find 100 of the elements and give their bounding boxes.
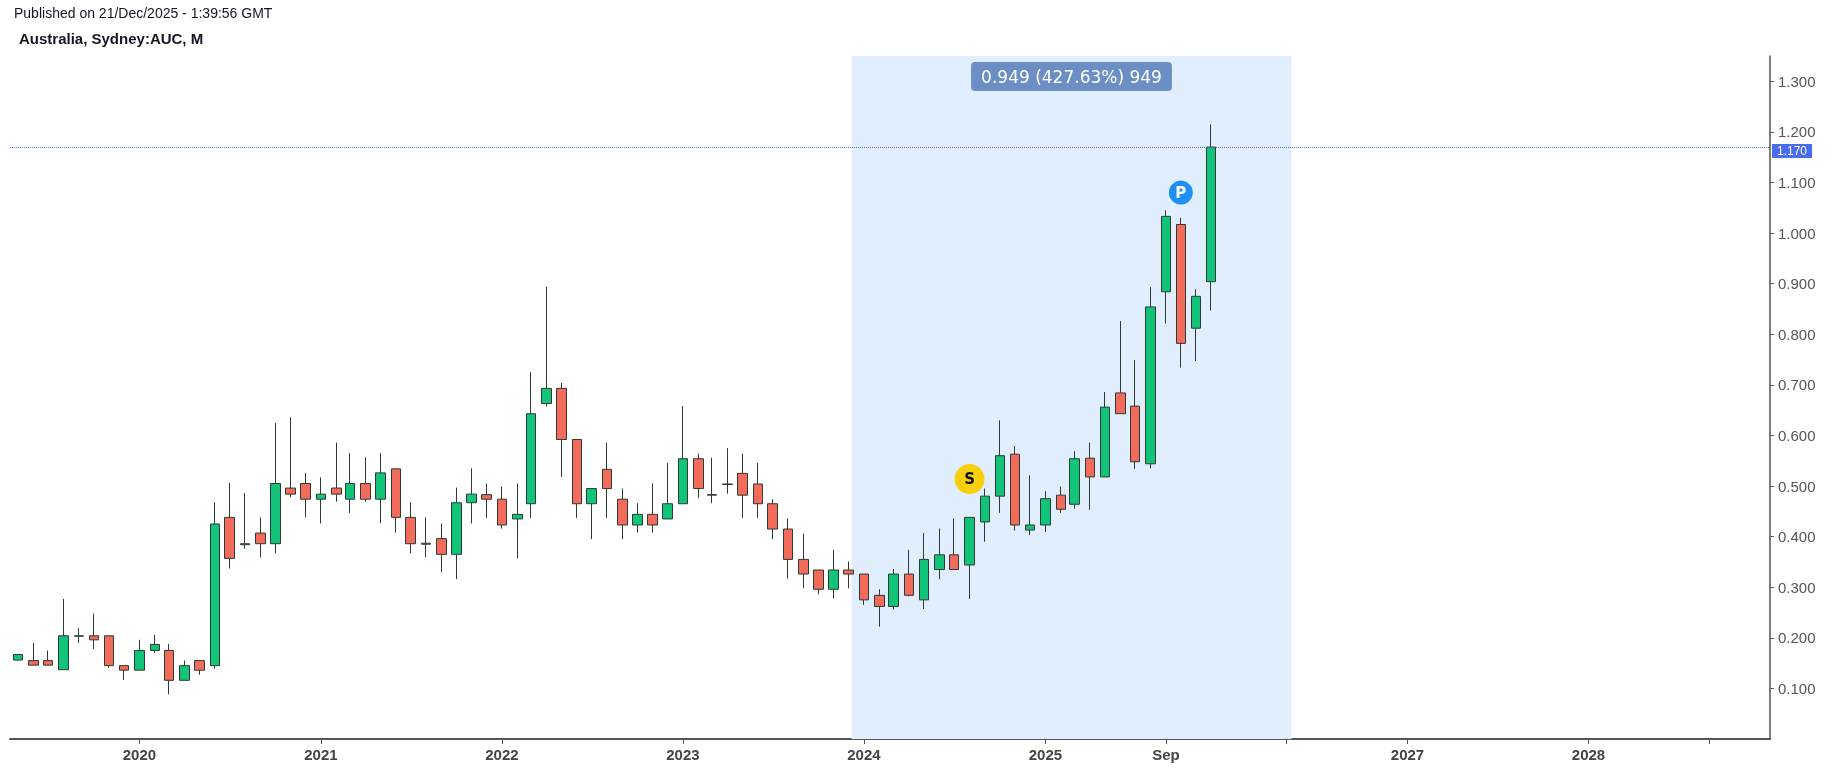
- candlestick: [497, 486, 507, 530]
- candlestick: [526, 371, 536, 519]
- candlestick: [1069, 450, 1080, 510]
- candlestick: [119, 665, 129, 681]
- candlestick: [360, 456, 371, 503]
- candlestick: [436, 522, 447, 573]
- candlestick: [1085, 442, 1095, 511]
- y-tick-label: 1.100: [1778, 173, 1816, 191]
- x-tick-label: 2028: [1571, 746, 1606, 763]
- candlestick: [405, 501, 416, 554]
- candlestick: [134, 639, 145, 671]
- candlestick: [586, 488, 597, 540]
- candlestick: [28, 642, 39, 666]
- candlestick: [980, 488, 990, 543]
- ref-line-label: 1.170: [1777, 144, 1808, 159]
- annotation: P: [1175, 183, 1187, 202]
- candlestick: [43, 649, 53, 666]
- y-tick-label: 0.200: [1778, 629, 1816, 647]
- candlestick: [678, 405, 688, 505]
- candlestick: [300, 472, 311, 518]
- candlestick: [270, 422, 281, 554]
- candlestick: [737, 453, 748, 519]
- candlestick: [331, 442, 342, 503]
- candlestick: [1100, 391, 1110, 478]
- candlestick: [572, 438, 582, 519]
- candlestick: [874, 588, 885, 628]
- candlestick: [556, 382, 567, 478]
- y-tick-label: 1.200: [1778, 123, 1816, 141]
- candlestick: [316, 476, 326, 524]
- y-tick-label: 1.300: [1778, 72, 1816, 90]
- candlestick: [164, 643, 174, 695]
- candlestick: [888, 568, 899, 610]
- candlestick: [767, 498, 778, 540]
- x-tick-label: 2024: [847, 746, 882, 763]
- candlestick: [240, 492, 250, 550]
- y-tick-label: 0.300: [1778, 578, 1816, 596]
- candlestick: [150, 634, 160, 654]
- chart-title: Australia, Sydney:AUC, M: [19, 30, 204, 47]
- candlestick: [285, 416, 296, 498]
- candlestick: [194, 660, 205, 676]
- candlestick: [662, 462, 673, 520]
- candlestick: [919, 532, 929, 610]
- candlestick: [798, 533, 809, 589]
- y-tick-label: 0.500: [1778, 477, 1816, 495]
- candlestick: [707, 457, 717, 504]
- candlestick: [421, 516, 431, 558]
- text: Published on 21/Dec/2025 - 1:39:56 GMT: [14, 5, 273, 21]
- annotation: S: [964, 469, 975, 488]
- candlestick: [58, 598, 69, 671]
- candlestick: [179, 660, 190, 681]
- candlestick: [904, 549, 914, 597]
- y-tick-label: 0.800: [1778, 325, 1816, 343]
- x-tick-label: 2025: [1028, 746, 1063, 763]
- candlestick: [995, 419, 1005, 514]
- candlestick: [1056, 486, 1066, 514]
- candlestick: [964, 516, 975, 600]
- candlestick: [466, 467, 477, 524]
- candlestick: [632, 502, 643, 534]
- candlestick: [753, 462, 763, 519]
- candlestick: [1010, 445, 1020, 532]
- candlestick: [255, 516, 266, 558]
- candlestick: [1176, 217, 1186, 369]
- candlestick: [451, 487, 462, 580]
- candlestick: [602, 442, 612, 519]
- candlestick: [74, 627, 84, 644]
- candlestick: [949, 517, 959, 571]
- candlestick: [541, 286, 552, 408]
- candlestick: [13, 653, 23, 662]
- x-tick-label: 2020: [122, 746, 157, 763]
- candlestick: [345, 452, 355, 514]
- candlestick: [722, 447, 733, 495]
- candlestick: [693, 453, 704, 499]
- candlestick: [828, 549, 839, 599]
- y-tick-label: 0.600: [1778, 426, 1816, 444]
- candlestick: [512, 483, 523, 559]
- candlestick: [1025, 474, 1035, 536]
- candlestick: [224, 482, 235, 569]
- candlestick: [89, 613, 99, 650]
- candlestick: [859, 573, 869, 606]
- y-tick-label: 0.900: [1778, 275, 1816, 293]
- candlestick: [210, 501, 220, 670]
- candlestick: [1206, 123, 1216, 311]
- x-tick-label: 2022: [485, 746, 519, 763]
- candlestick: [481, 483, 492, 519]
- candlestick: [391, 468, 401, 534]
- candlestick: [375, 452, 386, 524]
- x-tick-label: 2027: [1390, 746, 1425, 763]
- candlestick: [783, 517, 793, 580]
- y-tick-label: 0.100: [1778, 679, 1816, 697]
- candlestick: [647, 483, 658, 534]
- candlestick: [1115, 320, 1126, 415]
- x-tick-label: 2021: [304, 746, 338, 763]
- y-tick-label: 1.000: [1778, 224, 1816, 242]
- x-tick-label: 2023: [666, 746, 700, 763]
- candlestick: [1040, 490, 1051, 533]
- candlestick: [1191, 288, 1201, 362]
- band-label: 0.949 (427.63%) 949: [981, 66, 1162, 87]
- candlestick: [104, 635, 114, 669]
- candlestick: [1161, 209, 1171, 325]
- candlestick: [617, 488, 628, 540]
